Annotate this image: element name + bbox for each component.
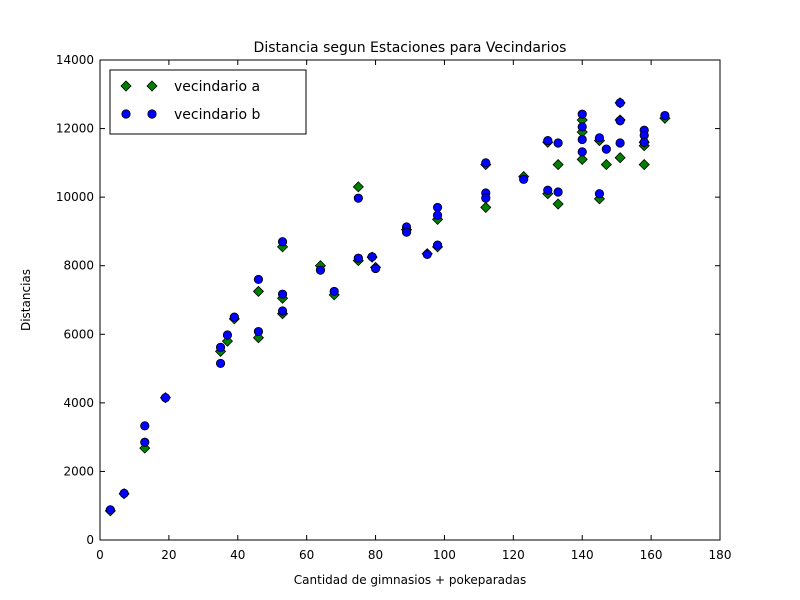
x-tick-label: 120: [502, 548, 525, 562]
legend-entry: vecindario a: [120, 79, 260, 95]
y-tick-label: 2000: [63, 464, 94, 478]
point-circle: [215, 358, 226, 369]
axis-ticks: 0 20 40 60 80 100 120 140 160 180 0 2000 4000 6000 800…: [56, 53, 732, 562]
point-circle: [105, 505, 115, 515]
point-circle: [160, 393, 171, 403]
point-circle: [277, 289, 288, 299]
legend-marker: [121, 109, 131, 119]
y-tick-label: 0: [86, 533, 94, 547]
point-circle: [229, 312, 239, 322]
point-circle: [594, 133, 605, 143]
point-diamond: [480, 201, 492, 213]
data-points: [104, 97, 671, 517]
legend: vecindario a vecindario b: [109, 69, 307, 135]
x-tick-label: 100: [433, 548, 456, 562]
point-circle: [140, 437, 150, 447]
point-circle: [577, 134, 587, 145]
chart-title: Distancia segun Estaciones para Vecindar…: [254, 40, 567, 56]
point-circle: [553, 138, 563, 148]
point-circle: [253, 326, 264, 337]
point-circle: [519, 174, 529, 184]
point-circle: [329, 286, 339, 297]
point-circle: [222, 330, 233, 340]
point-circle: [615, 98, 625, 108]
point-diamond: [552, 159, 564, 171]
x-tick-label: 160: [640, 548, 663, 562]
point-circle: [353, 253, 363, 263]
point-circle: [432, 240, 443, 250]
point-circle: [315, 265, 326, 275]
point-diamond: [576, 153, 588, 165]
point-circle: [277, 237, 288, 247]
y-tick-label: 12000: [56, 122, 94, 136]
point-circle: [353, 193, 363, 203]
series-b: [105, 98, 670, 515]
point-circle: [422, 249, 432, 259]
point-circle: [367, 252, 377, 262]
point-circle: [215, 342, 226, 352]
point-diamond: [638, 159, 650, 171]
legend-marker: [146, 80, 158, 92]
point-circle: [577, 147, 587, 157]
legend-label: vecindario b: [174, 107, 260, 123]
point-circle: [432, 210, 443, 220]
point-diamond: [614, 152, 626, 164]
legend-box: [109, 69, 307, 135]
x-tick-label: 0: [96, 548, 104, 562]
legend-marker: [120, 80, 132, 92]
point-circle: [277, 306, 288, 316]
legend-label: vecindario a: [174, 79, 260, 95]
point-circle: [401, 227, 412, 237]
y-axis-label: Distancias: [19, 269, 33, 331]
point-circle: [481, 158, 491, 168]
legend-entry: vecindario b: [121, 107, 260, 123]
point-circle: [660, 110, 670, 121]
point-circle: [615, 116, 625, 126]
x-axis-label: Cantidad de gimnasios + pokeparadas: [294, 573, 526, 587]
point-circle: [543, 135, 553, 146]
y-tick-label: 14000: [56, 53, 94, 67]
point-diamond: [552, 198, 564, 210]
x-tick-label: 20: [161, 548, 176, 562]
point-circle: [577, 109, 587, 119]
y-tick-label: 4000: [63, 396, 94, 410]
point-diamond: [600, 159, 612, 171]
point-circle: [615, 138, 625, 148]
x-tick-label: 180: [709, 548, 732, 562]
x-tick-label: 60: [299, 548, 314, 562]
y-tick-label: 10000: [56, 190, 94, 204]
point-circle: [553, 187, 563, 197]
point-circle: [639, 137, 649, 147]
point-circle: [119, 488, 129, 498]
point-diamond: [352, 181, 364, 193]
y-tick-label: 8000: [63, 259, 94, 273]
x-tick-label: 140: [571, 548, 594, 562]
point-circle: [432, 202, 443, 213]
point-circle: [543, 185, 553, 195]
point-circle: [594, 189, 605, 199]
x-tick-label: 40: [230, 548, 245, 562]
legend-marker: [147, 109, 157, 119]
point-circle: [370, 263, 381, 274]
y-tick-label: 6000: [63, 327, 94, 341]
point-circle: [481, 193, 491, 203]
point-circle: [253, 274, 264, 285]
point-circle: [577, 122, 587, 132]
x-tick-label: 80: [368, 548, 383, 562]
point-circle: [601, 144, 611, 154]
point-circle: [140, 421, 150, 431]
point-diamond: [252, 285, 265, 297]
